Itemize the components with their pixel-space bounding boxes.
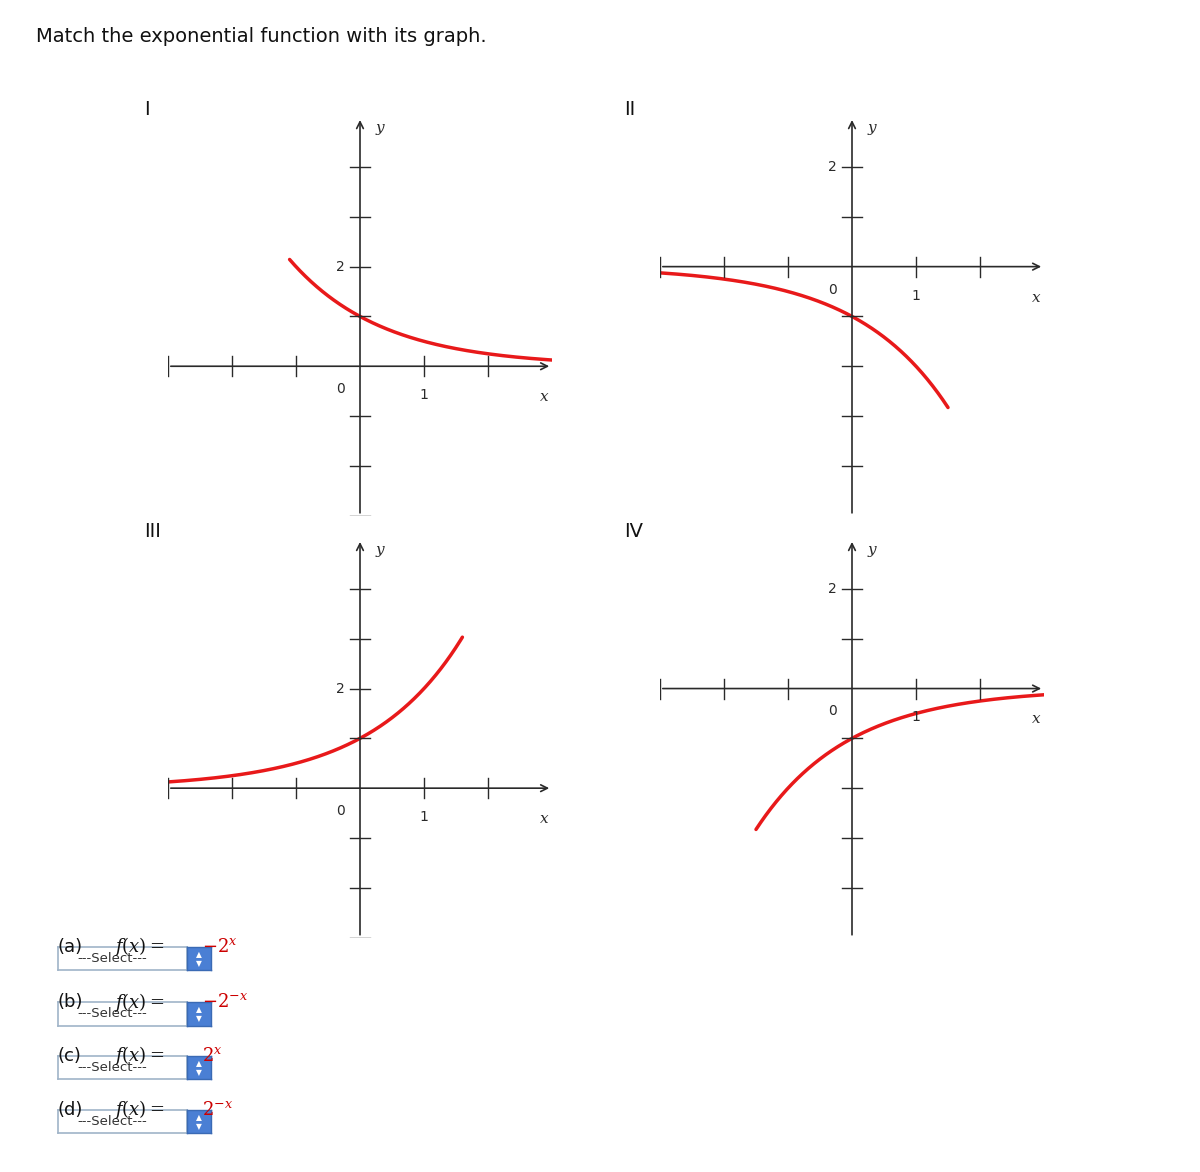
Text: 0: 0 (828, 282, 836, 297)
Text: y: y (376, 121, 384, 135)
Text: y: y (376, 543, 384, 557)
Text: x: x (1032, 291, 1040, 305)
Text: (d): (d) (58, 1101, 83, 1119)
Text: ---Select---: ---Select--- (77, 1007, 146, 1021)
Text: 1: 1 (420, 388, 428, 402)
Text: $2^{-x}$: $2^{-x}$ (202, 1101, 233, 1119)
Text: $f(x) = $: $f(x) = $ (114, 990, 164, 1014)
Text: 0: 0 (828, 704, 836, 718)
Text: $f(x) = $: $f(x) = $ (114, 1044, 164, 1068)
Text: 0: 0 (336, 382, 344, 396)
Text: I: I (144, 100, 150, 118)
Text: 2: 2 (336, 260, 344, 273)
Text: 2: 2 (336, 682, 344, 695)
Text: 1: 1 (912, 710, 920, 724)
Text: 1: 1 (420, 810, 428, 824)
Text: ▼: ▼ (197, 1015, 202, 1023)
Text: ▲: ▲ (197, 1113, 202, 1122)
Text: ---Select---: ---Select--- (77, 1115, 146, 1129)
Text: $-2^x$: $-2^x$ (202, 938, 238, 956)
Text: 2: 2 (828, 582, 836, 595)
Text: ▲: ▲ (197, 1006, 202, 1014)
Text: (a): (a) (58, 938, 83, 956)
Text: IV: IV (624, 522, 643, 540)
Text: III: III (144, 522, 161, 540)
Text: $f(x) = $: $f(x) = $ (114, 935, 164, 959)
Text: 0: 0 (336, 804, 344, 818)
Text: 2: 2 (828, 161, 836, 173)
Text: ▲: ▲ (197, 1059, 202, 1068)
Text: y: y (868, 543, 876, 557)
Text: Match the exponential function with its graph.: Match the exponential function with its … (36, 27, 487, 46)
Text: ▼: ▼ (197, 960, 202, 968)
Text: (c): (c) (58, 1047, 82, 1065)
Text: ▼: ▼ (197, 1123, 202, 1131)
Text: ▲: ▲ (197, 950, 202, 959)
Text: y: y (868, 121, 876, 135)
Text: x: x (540, 390, 548, 404)
Text: $2^x$: $2^x$ (202, 1047, 222, 1065)
Text: x: x (540, 812, 548, 826)
Text: ▼: ▼ (197, 1069, 202, 1077)
Text: x: x (1032, 713, 1040, 727)
Text: ---Select---: ---Select--- (77, 952, 146, 966)
Text: $-2^{-x}$: $-2^{-x}$ (202, 993, 248, 1011)
Text: ---Select---: ---Select--- (77, 1061, 146, 1075)
Text: $f(x) = $: $f(x) = $ (114, 1098, 164, 1122)
Text: (b): (b) (58, 993, 83, 1011)
Text: II: II (624, 100, 635, 118)
Text: 1: 1 (912, 288, 920, 302)
